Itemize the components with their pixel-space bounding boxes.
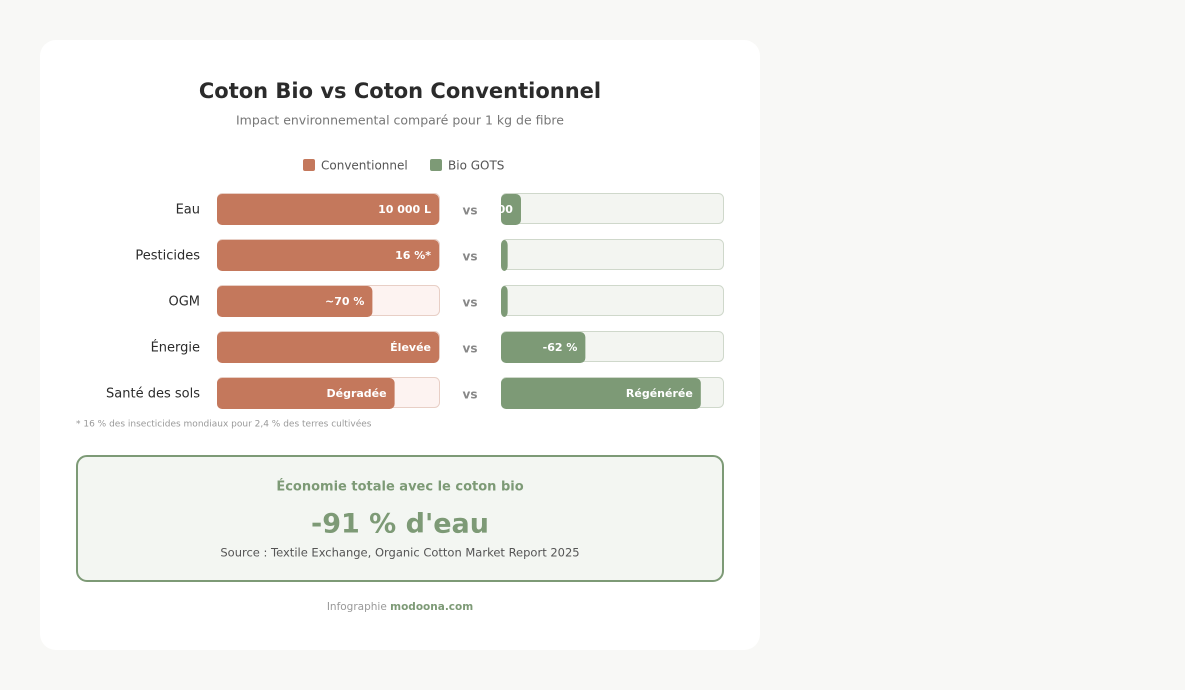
- bar-track: [501, 239, 724, 270]
- bar: [501, 378, 701, 409]
- legend-swatch: [430, 159, 442, 171]
- bar-label: -62 %: [543, 341, 578, 354]
- bar: [217, 378, 395, 409]
- category-label: Énergie: [151, 340, 200, 356]
- highlight-box: [76, 455, 724, 582]
- separator: vs: [463, 204, 478, 218]
- legend-label: Bio GOTS: [448, 159, 504, 173]
- bar-label: 00: [498, 203, 514, 216]
- legend-label: Conventionnel: [321, 159, 408, 173]
- bar: [501, 332, 586, 363]
- bar-label: 16 %*: [395, 249, 431, 262]
- separator: vs: [463, 388, 478, 402]
- category-label: Pesticides: [135, 249, 200, 264]
- category-label: OGM: [168, 295, 200, 310]
- separator: vs: [463, 250, 478, 264]
- bar: [217, 332, 439, 363]
- category-label: Eau: [176, 203, 200, 218]
- bar: [217, 286, 373, 317]
- chart-title: Coton Bio vs Coton Conventionnel: [199, 79, 601, 103]
- credit-brand[interactable]: modoona.com: [390, 601, 473, 613]
- highlight-title: Économie totale avec le coton bio: [276, 479, 523, 495]
- legend-swatch: [303, 159, 315, 171]
- highlight-source: Source : Textile Exchange, Organic Cotto…: [220, 546, 579, 560]
- bar: [501, 286, 508, 317]
- bar: [217, 194, 439, 225]
- credit: Infographie modoona.com: [327, 601, 473, 613]
- footnote: * 16 % des insecticides mondiaux pour 2,…: [76, 419, 372, 430]
- bar-track: [501, 285, 724, 316]
- separator: vs: [463, 342, 478, 356]
- bar: [501, 194, 521, 225]
- chart-subtitle: Impact environnemental comparé pour 1 kg…: [236, 113, 564, 128]
- highlight-value: -91 % d'eau: [311, 509, 489, 540]
- bar-label: ~70 %: [325, 295, 364, 308]
- bar-label: Régénérée: [626, 387, 693, 400]
- credit-text: Infographie: [327, 601, 387, 613]
- bar: [501, 240, 508, 271]
- bar-label: Dégradée: [326, 387, 386, 400]
- category-label: Santé des sols: [106, 387, 200, 402]
- bar-label: Élevée: [390, 341, 431, 354]
- bar-label: 10 000 L: [378, 203, 431, 216]
- separator: vs: [463, 296, 478, 310]
- bar-track: [501, 193, 724, 224]
- bar: [217, 240, 439, 271]
